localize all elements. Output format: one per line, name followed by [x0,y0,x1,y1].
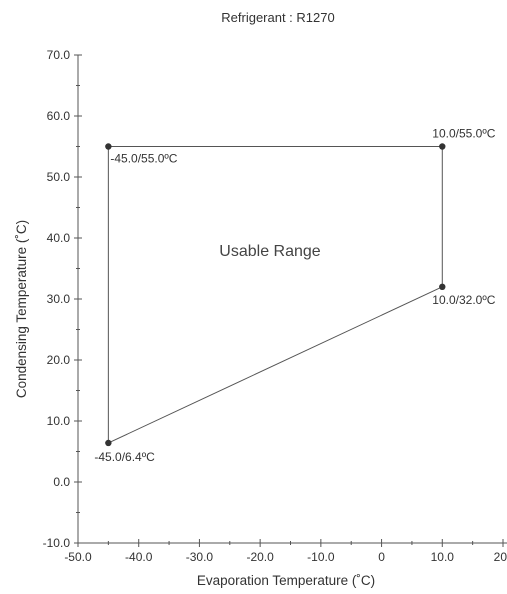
x-tick-label: -50.0 [64,550,92,564]
chart-title: Refrigerant : R1270 [221,10,334,25]
envelope-outline [107,146,443,444]
y-tick-label: -10.0 [43,536,71,550]
y-tick-label: 50.0 [47,170,71,184]
x-tick-label: 0 [378,550,385,564]
y-tick-label: 70.0 [47,48,71,62]
envelope-point-label: 10.0/55.0ºC [432,127,495,141]
x-tick-label: 20 [494,550,507,564]
envelope-point-label: -45.0/55.0ºC [110,152,177,166]
x-tick-label: 10.0 [431,550,455,564]
y-tick-label: 30.0 [47,292,71,306]
envelope-point [439,143,446,150]
y-tick-label: 10.0 [47,414,71,428]
x-tick-label: -20.0 [246,550,274,564]
envelope-point [105,439,112,447]
x-tick-label: -40.0 [125,550,153,564]
y-tick-label: 40.0 [47,231,71,245]
y-tick-label: 0.0 [53,475,70,489]
y-tick-label: 20.0 [47,353,71,367]
usable-range-envelope: -45.0/55.0ºC 10.0/55.0ºC 10.0/32.0ºC -45.0/… [94,127,495,464]
y-axis-title: Condensing Temperature (˚C) [14,220,29,398]
y-tick-label: 60.0 [47,109,71,123]
envelope-point [439,283,446,290]
region-label: Usable Range [219,243,321,260]
x-axis-ticks: -50.0 -40.0 -30.0 -20.0 -10.0 0 10.0 20 [64,539,507,564]
y-axis-ticks: -10.0 0.0 10.0 20.0 30.0 40.0 50.0 60.0 70.0 [43,48,82,550]
envelope-point-label: -45.0/6.4ºC [94,450,155,464]
envelope-point-label: 10.0/32.0ºC [432,293,495,307]
x-tick-label: -10.0 [307,550,335,564]
x-tick-label: -30.0 [186,550,214,564]
x-axis-title: Evaporation Temperature (˚C) [197,573,375,588]
envelope-point [105,143,112,150]
